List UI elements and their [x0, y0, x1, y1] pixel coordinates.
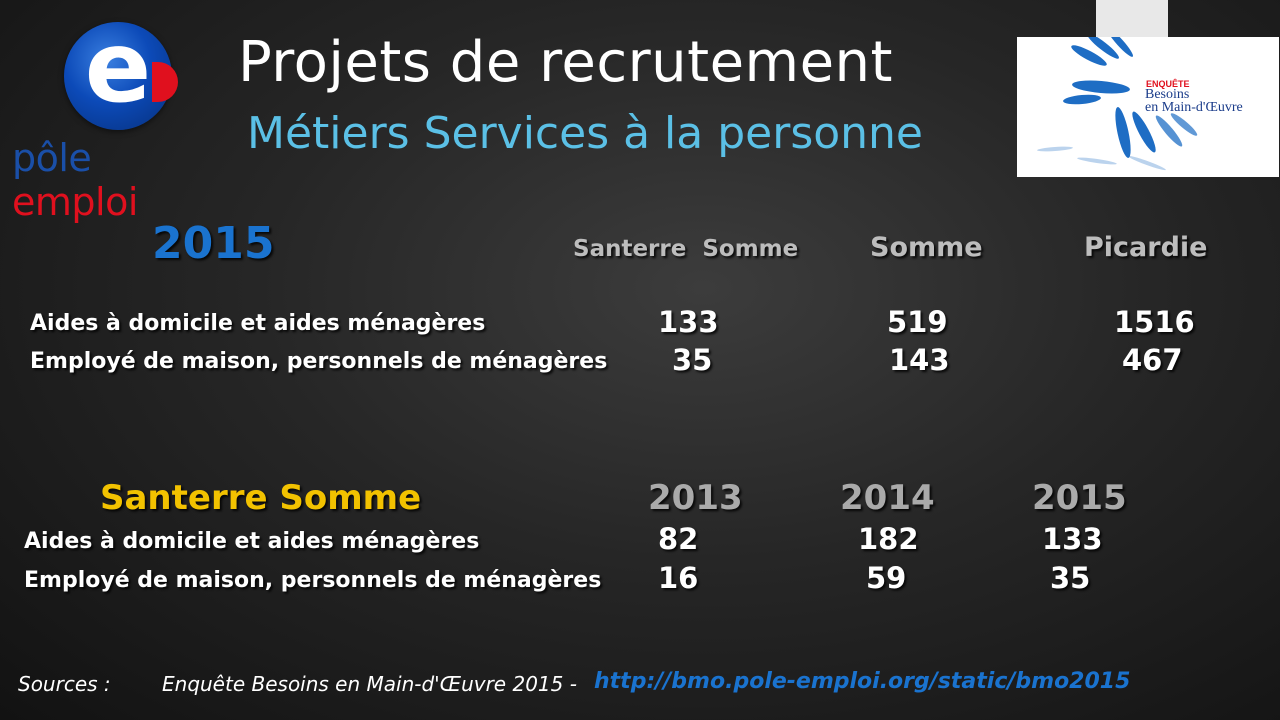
table2-row1-label: Aides à domicile et aides ménagères — [24, 529, 480, 554]
bmo-logo-ray — [1062, 93, 1102, 106]
table2-row2-value: 16 — [658, 561, 699, 595]
table2-col-2015: 2015 — [1032, 478, 1127, 518]
table2-col-2013: 2013 — [648, 478, 743, 518]
page-subtitle: Métiers Services à la personne — [247, 108, 924, 159]
sources-text: Enquête Besoins en Main-d'Œuvre 2015 - — [162, 672, 577, 696]
pole-emploi-logo-wordmark: pôle emploi — [12, 136, 222, 224]
bmo-logo-line2: en Main-d'Œuvre — [1145, 100, 1243, 115]
table1-row1-label: Aides à domicile et aides ménagères — [30, 311, 486, 336]
table2-row2-value: 35 — [1050, 561, 1091, 595]
sources-label: Sources : — [18, 672, 111, 696]
bmo-logo-ray — [1127, 154, 1167, 172]
pole-emploi-logo-circle: e — [64, 14, 178, 130]
pole-emploi-logo-letter: e — [84, 11, 152, 125]
table2-col-2014: 2014 — [840, 478, 935, 518]
table1-row2-value: 35 — [672, 343, 713, 377]
bmo-logo-ray — [1036, 145, 1074, 153]
bmo-logo-line1: Besoins — [1145, 87, 1190, 102]
bmo-logo-enquete: ENQUÊTE — [1146, 79, 1190, 89]
bmo-logo-tab — [1096, 0, 1168, 40]
table1-row2-value: 467 — [1122, 343, 1183, 377]
table2-row1-value: 182 — [858, 522, 919, 556]
pole-emploi-word-pole: pôle — [12, 136, 92, 180]
table2-row1-value: 133 — [1042, 522, 1103, 556]
table1-col-picardie: Picardie — [1084, 232, 1208, 263]
table2-row1-value: 82 — [658, 522, 699, 556]
table1-col-somme: Somme — [870, 232, 983, 263]
table1-row1-value: 519 — [887, 305, 948, 339]
table1-row2-value: 143 — [889, 343, 950, 377]
table1-row1-value: 133 — [658, 305, 719, 339]
pole-emploi-word-emploi: emploi — [12, 180, 138, 224]
table2-row2-value: 59 — [866, 561, 907, 595]
bmo-logo-ray — [1076, 156, 1118, 166]
table1-col-santerre: Santerre Somme — [573, 236, 799, 262]
bmo-logo-ray — [1071, 78, 1131, 96]
table1-year: 2015 — [152, 218, 275, 269]
table1-row1-value: 1516 — [1114, 305, 1195, 339]
table2-row2-label: Employé de maison, personnels de ménagèr… — [24, 568, 602, 593]
table2-title: Santerre Somme — [100, 478, 422, 518]
table1-row2-label: Employé de maison, personnels de ménagèr… — [30, 349, 608, 374]
page-title: Projets de recrutement — [238, 30, 893, 95]
sources-link[interactable]: http://bmo.pole-emploi.org/static/bmo201… — [594, 669, 1131, 694]
bmo-logo: ENQUÊTE Besoins en Main-d'Œuvre — [1017, 37, 1279, 177]
bmo-logo-ray — [1112, 105, 1134, 160]
pole-emploi-logo: e pôle emploi — [12, 14, 222, 224]
